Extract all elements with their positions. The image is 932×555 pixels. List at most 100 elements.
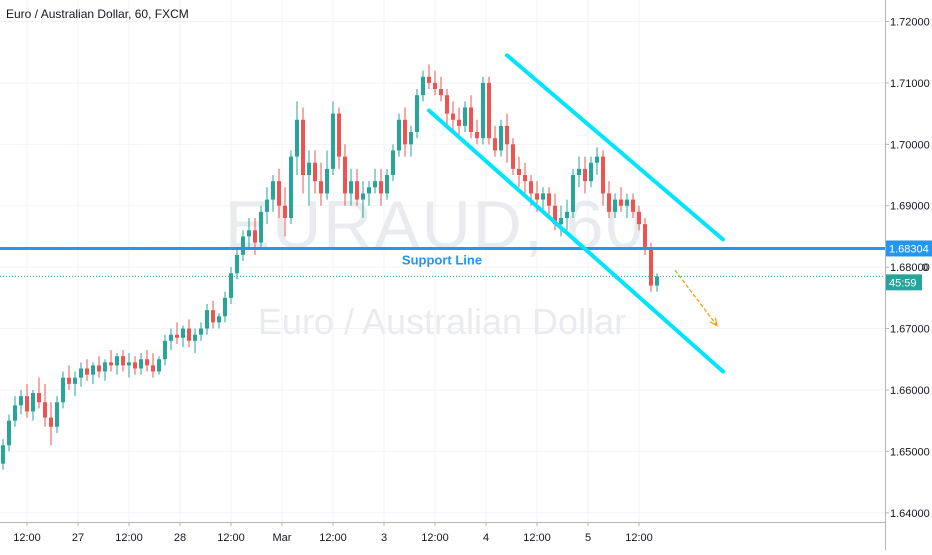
candle: [109, 350, 113, 372]
candle: [181, 325, 185, 347]
candle-body: [445, 95, 449, 114]
candle: [157, 356, 161, 375]
candle: [217, 313, 221, 329]
y-tick-label: 1.66000: [890, 385, 930, 397]
candle: [571, 168, 575, 219]
candle-body: [475, 132, 479, 139]
candle: [1, 439, 5, 470]
candle-body: [439, 89, 443, 96]
candle: [277, 168, 281, 219]
candle: [289, 150, 293, 225]
candle-body: [523, 175, 527, 182]
y-tick-label-partial: 0: [922, 262, 928, 274]
candle-body: [133, 362, 137, 369]
candle-body: [319, 181, 323, 194]
candle-body: [151, 365, 155, 372]
candle-body: [637, 211, 641, 225]
candle: [229, 267, 233, 304]
candle: [403, 107, 407, 157]
x-tick-label: 12:00: [523, 532, 551, 544]
candle-body: [277, 181, 281, 206]
candle: [373, 168, 377, 194]
y-tick-label: 1.64000: [890, 508, 930, 520]
candle: [19, 389, 23, 415]
candle: [211, 300, 215, 329]
candle: [343, 144, 347, 206]
candle: [559, 205, 563, 237]
candle: [505, 113, 509, 163]
candle-body: [283, 205, 287, 219]
candle-body: [241, 236, 245, 255]
candle-body: [631, 199, 635, 212]
candle-body: [619, 199, 623, 206]
candle: [103, 359, 107, 381]
candle: [151, 353, 155, 378]
y-tick-label: 1.67000: [890, 324, 930, 336]
support-line-label: Support Line: [402, 252, 482, 267]
candle-body: [457, 119, 461, 126]
x-tick-label: 12:00: [421, 532, 449, 544]
candle-body: [235, 254, 239, 274]
candle-body: [127, 362, 131, 366]
candle: [391, 144, 395, 182]
candle: [463, 101, 467, 133]
candle: [79, 362, 83, 387]
candle: [523, 162, 527, 194]
candle: [319, 162, 323, 206]
candle: [223, 291, 227, 323]
candle-body: [409, 132, 413, 145]
candle-body: [31, 393, 35, 412]
candle-body: [259, 211, 263, 243]
candle: [625, 193, 629, 219]
candle-body: [559, 218, 563, 225]
candle: [445, 89, 449, 126]
candle-body: [205, 310, 209, 329]
x-tick-label: 12:00: [115, 532, 143, 544]
candle-body: [271, 181, 275, 200]
x-tick-label: 5: [585, 532, 591, 544]
projection-arrow-shaft: [674, 269, 718, 326]
candle-body: [19, 396, 23, 406]
candle: [7, 414, 11, 452]
candle-body: [547, 193, 551, 206]
candle: [589, 156, 593, 188]
x-tick-label: 12:00: [13, 532, 41, 544]
candle: [607, 181, 611, 219]
candle: [475, 119, 479, 145]
channel-lower-line: [427, 108, 725, 374]
candle-body: [469, 107, 473, 133]
candle: [481, 76, 485, 145]
candle-body: [265, 199, 269, 212]
candle-body: [163, 340, 167, 360]
candle-body: [421, 76, 425, 96]
candle-body: [583, 168, 587, 182]
candle: [511, 138, 515, 176]
candle: [235, 248, 239, 280]
candle: [451, 101, 455, 133]
y-tick-label: 1.72000: [890, 16, 930, 28]
candle-body: [175, 334, 179, 338]
candle-body: [337, 113, 341, 157]
candle: [55, 396, 59, 433]
candle-body: [223, 297, 227, 317]
x-tick-label: 12:00: [625, 532, 653, 544]
candle: [49, 402, 53, 446]
candle-body: [589, 162, 593, 182]
candle: [397, 113, 401, 157]
candle-body: [607, 193, 611, 212]
candle: [247, 218, 251, 249]
candle-body: [343, 156, 347, 194]
candle-body: [325, 168, 329, 194]
countdown-tag: [886, 274, 922, 291]
candle-body: [349, 181, 353, 194]
candle: [583, 156, 587, 194]
candle: [595, 147, 599, 176]
candle-body: [331, 113, 335, 169]
candle-body: [199, 328, 203, 335]
candle: [367, 181, 371, 206]
candle: [379, 168, 383, 206]
candle-body: [505, 125, 509, 145]
candle: [85, 359, 89, 381]
